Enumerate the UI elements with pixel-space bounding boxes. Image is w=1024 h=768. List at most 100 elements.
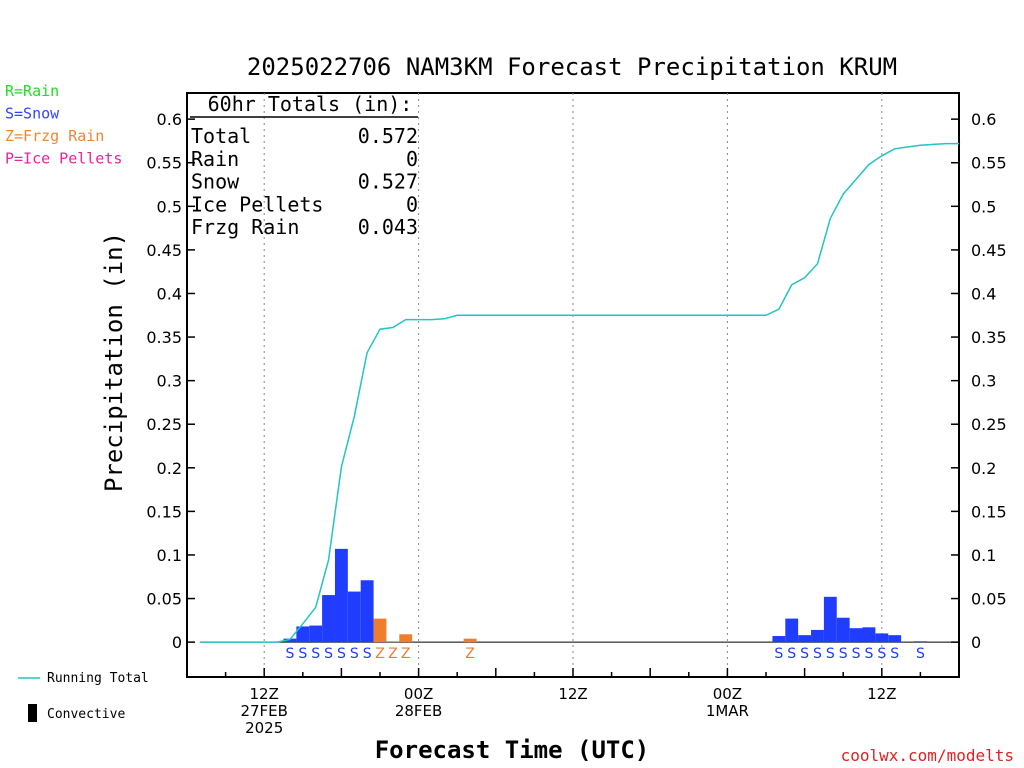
type-marker: Z [388, 646, 398, 662]
totals-row-value: 0 [406, 147, 418, 171]
precip-bar [772, 636, 786, 643]
y-tick-label: 0.25 [971, 415, 1007, 434]
precip-bar [360, 580, 374, 643]
bar-series [283, 548, 927, 643]
precip-bar [399, 634, 413, 643]
precip-bar [785, 618, 799, 643]
precip-bar [322, 595, 335, 643]
precip-type-legend: R=Rain S=Snow Z=Frzg Rain P=Ice Pellets [5, 82, 122, 168]
totals-row-label: Rain [191, 147, 239, 171]
type-marker: S [337, 646, 346, 662]
type-marker: S [298, 646, 307, 662]
x-tick-label: 1MAR [706, 702, 749, 720]
totals-row-label: Ice Pellets [191, 192, 323, 216]
running-total-legend-text: Running Total [47, 671, 149, 686]
y-tick-label: 0.3 [971, 372, 996, 391]
precip-bar [386, 641, 400, 643]
y-tick-label: 0.4 [971, 284, 996, 303]
y-tick-label: 0.6 [157, 110, 182, 129]
y-tick-label: 0.35 [971, 328, 1007, 347]
convective-legend-swatch [28, 704, 37, 722]
precip-bar [888, 635, 902, 643]
type-marker: S [839, 646, 848, 662]
x-tick-label: 12Z [558, 685, 587, 703]
y-tick-label: 0.05 [971, 590, 1007, 609]
grid-lines [263, 93, 883, 677]
totals-row-value: 0.527 [358, 170, 418, 194]
y-tick-label: 0.4 [157, 284, 182, 303]
type-marker: S [916, 646, 925, 662]
precip-bar [373, 618, 387, 643]
totals-row-value: 0 [406, 192, 418, 216]
x-tick-label: 00Z [713, 685, 742, 703]
x-tick-label: 00Z [404, 685, 433, 703]
type-marker: S [890, 646, 899, 662]
type-marker: S [311, 646, 320, 662]
y-axis-right: 0 0.05 0.1 0.15 0.2 0.25 0.3 0.35 0.4 0.45 0.5 0.55… [951, 110, 1007, 652]
type-marker: S [787, 646, 796, 662]
type-legend-item: S=Snow [5, 105, 60, 123]
y-tick-label: 0 [172, 633, 182, 652]
precip-bar [347, 591, 361, 643]
y-tick-label: 0.55 [146, 154, 182, 173]
y-tick-label: 0.1 [971, 546, 996, 565]
type-legend-item: P=Ice Pellets [5, 150, 122, 168]
type-marker: Z [465, 646, 475, 662]
y-tick-label: 0.6 [971, 110, 996, 129]
type-legend-item: Z=Frzg Rain [5, 127, 104, 145]
y-tick-label: 0.5 [157, 197, 182, 216]
plot-frame [186, 92, 960, 678]
totals-row-label: Snow [191, 170, 240, 194]
x-tick-label: 12Z [867, 685, 896, 703]
y-tick-label: 0.1 [157, 546, 182, 565]
totals-row-label: Frzg Rain [191, 215, 299, 239]
precip-bar [849, 628, 863, 643]
y-tick-label: 0.5 [971, 197, 996, 216]
totals-box: 60hr Totals (in): Total 0.572 Rain 0 Snow 0.5… [190, 92, 418, 239]
y-tick-label: 0.45 [146, 241, 182, 260]
y-tick-label: 0.2 [971, 459, 996, 478]
running-total-line [199, 142, 959, 643]
y-tick-label: 0.35 [146, 328, 182, 347]
convective-legend-text: Convective [47, 707, 125, 722]
precip-bar [463, 638, 477, 643]
totals-row-label: Total [191, 124, 251, 148]
y-tick-label: 0.45 [971, 241, 1007, 260]
x-tick-label: 28FEB [395, 702, 442, 720]
y-tick-label: 0.15 [971, 502, 1007, 521]
y-tick-label: 0.05 [146, 590, 182, 609]
y-tick-label: 0.3 [157, 372, 182, 391]
precip-bar [309, 625, 323, 643]
x-tick-label: 27FEB [240, 702, 287, 720]
precip-bar [875, 633, 889, 643]
x-tick-label: 2025 [245, 719, 283, 737]
x-axis-label: Forecast Time (UTC) [375, 736, 650, 764]
type-marker: S [852, 646, 861, 662]
y-tick-label: 0.55 [971, 154, 1007, 173]
precip-bar [862, 627, 876, 643]
chart-title: 2025022706 NAM3KM Forecast Precipitation… [247, 53, 897, 81]
precip-bar [836, 617, 850, 643]
credit-text: coolwx.com/modelts [841, 746, 1014, 765]
y-tick-label: 0.15 [146, 502, 182, 521]
y-axis-label: Precipitation (in) [100, 232, 128, 492]
type-marker: S [774, 646, 783, 662]
type-marker: S [324, 646, 333, 662]
type-marker: S [285, 646, 294, 662]
precip-bar [811, 629, 824, 643]
x-tick-label: 12Z [250, 685, 279, 703]
type-marker: S [877, 646, 886, 662]
totals-row-value: 0.043 [358, 215, 418, 239]
totals-row-value: 0.572 [358, 124, 418, 148]
precip-bar [296, 626, 310, 643]
precip-bar [798, 635, 812, 643]
type-marker: S [826, 646, 835, 662]
precip-bar [823, 596, 837, 643]
type-marker: Z [401, 646, 411, 662]
precip-bar [283, 638, 297, 643]
y-tick-label: 0.2 [157, 459, 182, 478]
precip-bar [913, 641, 927, 643]
y-axis-left: 0 0.05 0.1 0.15 0.2 0.25 0.3 0.35 0.4 0.45 0.5 0.55… [146, 110, 195, 652]
